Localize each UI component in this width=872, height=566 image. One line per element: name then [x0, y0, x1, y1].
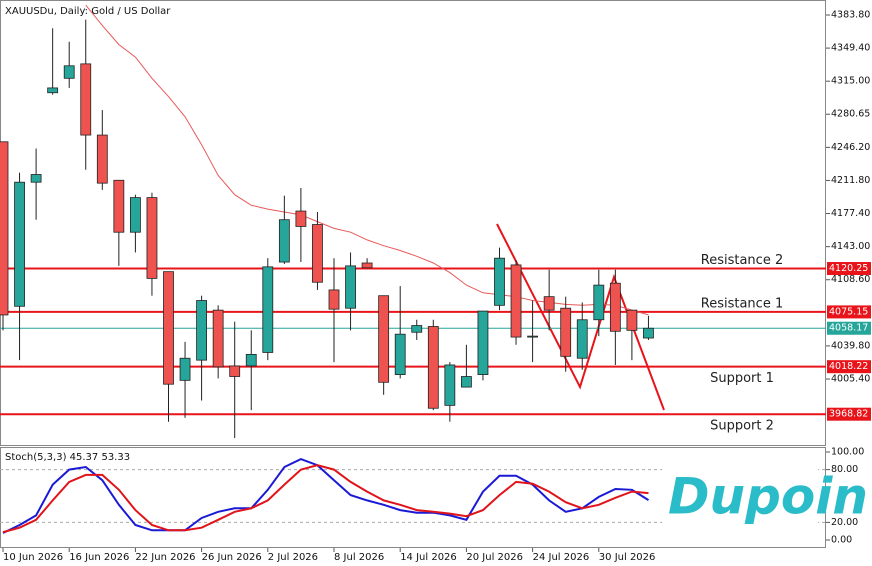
level-price-label: 4075.15 — [829, 306, 868, 317]
candle-body — [494, 257, 505, 306]
main-panel — [0, 0, 826, 446]
x-tick-label: 26 Jun 2026 — [202, 552, 262, 563]
candle-body — [477, 310, 489, 375]
candle-body — [643, 327, 654, 339]
level-price-label: 3968.82 — [829, 409, 868, 420]
level-name: Resistance 1 — [701, 296, 783, 311]
candle-body — [345, 265, 356, 309]
candle-body — [47, 87, 59, 94]
candle-body — [80, 63, 92, 136]
y-tick-label: 4005.40 — [831, 374, 870, 385]
zigzag-drawing — [496, 223, 665, 411]
x-tick-label: 8 Jul 2026 — [334, 552, 384, 563]
candle-body — [361, 262, 373, 269]
candle-body — [0, 141, 9, 316]
y-tick-label: 4143.00 — [831, 241, 870, 252]
x-tick-label: 2 Jul 2026 — [268, 552, 318, 563]
level-box — [827, 305, 871, 319]
y-tick-label: 4280.65 — [831, 109, 870, 120]
current-price-box — [827, 321, 871, 335]
candle-body — [394, 333, 406, 375]
x-tick-label: 16 Jun 2026 — [69, 552, 129, 563]
level-box — [827, 360, 871, 374]
candle-body — [444, 364, 456, 406]
x-tick-label: 30 Jul 2026 — [599, 552, 656, 563]
level-name: Support 1 — [710, 371, 774, 386]
y-tick-label: 4383.80 — [831, 10, 870, 21]
y-tick-label: 80.00 — [831, 464, 858, 475]
y-tick-label: 4039.80 — [831, 340, 870, 351]
candle-body — [460, 376, 472, 388]
stoch-line — [2, 458, 650, 534]
logo-bg — [662, 466, 818, 530]
candle-body — [129, 197, 141, 233]
chart-title: XAUUSDu, Daily: Gold / US Dollar — [5, 6, 171, 17]
candle-body — [543, 296, 555, 311]
candle-body — [30, 174, 42, 183]
x-tick-label: 22 Jun 2026 — [135, 552, 195, 563]
stoch-line — [2, 464, 649, 534]
y-tick-label: 4246.20 — [831, 142, 870, 153]
candle-body — [163, 271, 174, 385]
y-tick-label: 4349.40 — [831, 43, 870, 54]
candle-body — [96, 134, 108, 184]
y-tick-label: 0.00 — [831, 534, 852, 545]
candle-body — [411, 325, 423, 333]
y-tick-label: 20.00 — [831, 517, 858, 528]
candle-body — [229, 365, 241, 377]
candle-body — [312, 224, 323, 283]
x-tick-label: 20 Jul 2026 — [466, 552, 523, 563]
level-box — [827, 262, 871, 276]
moving-average — [85, 4, 649, 316]
logo: Dupoin — [668, 468, 868, 526]
candle-body — [626, 309, 638, 331]
candle-body — [179, 357, 191, 381]
level-price-label: 4018.22 — [829, 361, 868, 372]
candle-body — [593, 284, 605, 321]
candle-body — [295, 210, 307, 227]
y-tick-label: 4108.60 — [831, 274, 870, 285]
candle-body — [113, 179, 125, 233]
y-tick-label: 4177.40 — [831, 208, 870, 219]
level-name: Support 2 — [710, 419, 774, 434]
x-tick-label: 14 Jul 2026 — [400, 552, 457, 563]
candle-body — [146, 197, 158, 279]
x-tick-label: 10 Jun 2026 — [3, 552, 63, 563]
y-tick-label: 4211.80 — [831, 175, 870, 186]
stoch-panel — [0, 447, 826, 548]
level-price-label: 4120.25 — [829, 263, 868, 274]
candle-body — [427, 326, 439, 409]
stoch-title: Stoch(5,3,3) 45.37 53.33 — [5, 452, 130, 463]
candle-body — [378, 295, 390, 383]
candle-body — [262, 266, 274, 353]
candle-body — [63, 65, 75, 79]
candle-body — [278, 219, 290, 263]
level-box — [827, 407, 871, 421]
candle-body — [212, 309, 224, 368]
candle-body — [328, 289, 340, 310]
current-price-label: 4058.17 — [829, 323, 868, 334]
candle-body — [609, 282, 621, 332]
x-tick-label: 24 Jul 2026 — [533, 552, 590, 563]
candle-body — [576, 319, 588, 359]
candle-body — [196, 300, 208, 361]
candle-body — [245, 353, 257, 367]
y-tick-label: 100.00 — [831, 447, 864, 458]
candle-body — [14, 181, 25, 307]
candle-body — [560, 307, 572, 357]
candle-body — [527, 335, 538, 338]
level-name: Resistance 2 — [701, 253, 783, 268]
candle-body — [510, 264, 522, 338]
y-tick-label: 4315.00 — [831, 76, 870, 87]
